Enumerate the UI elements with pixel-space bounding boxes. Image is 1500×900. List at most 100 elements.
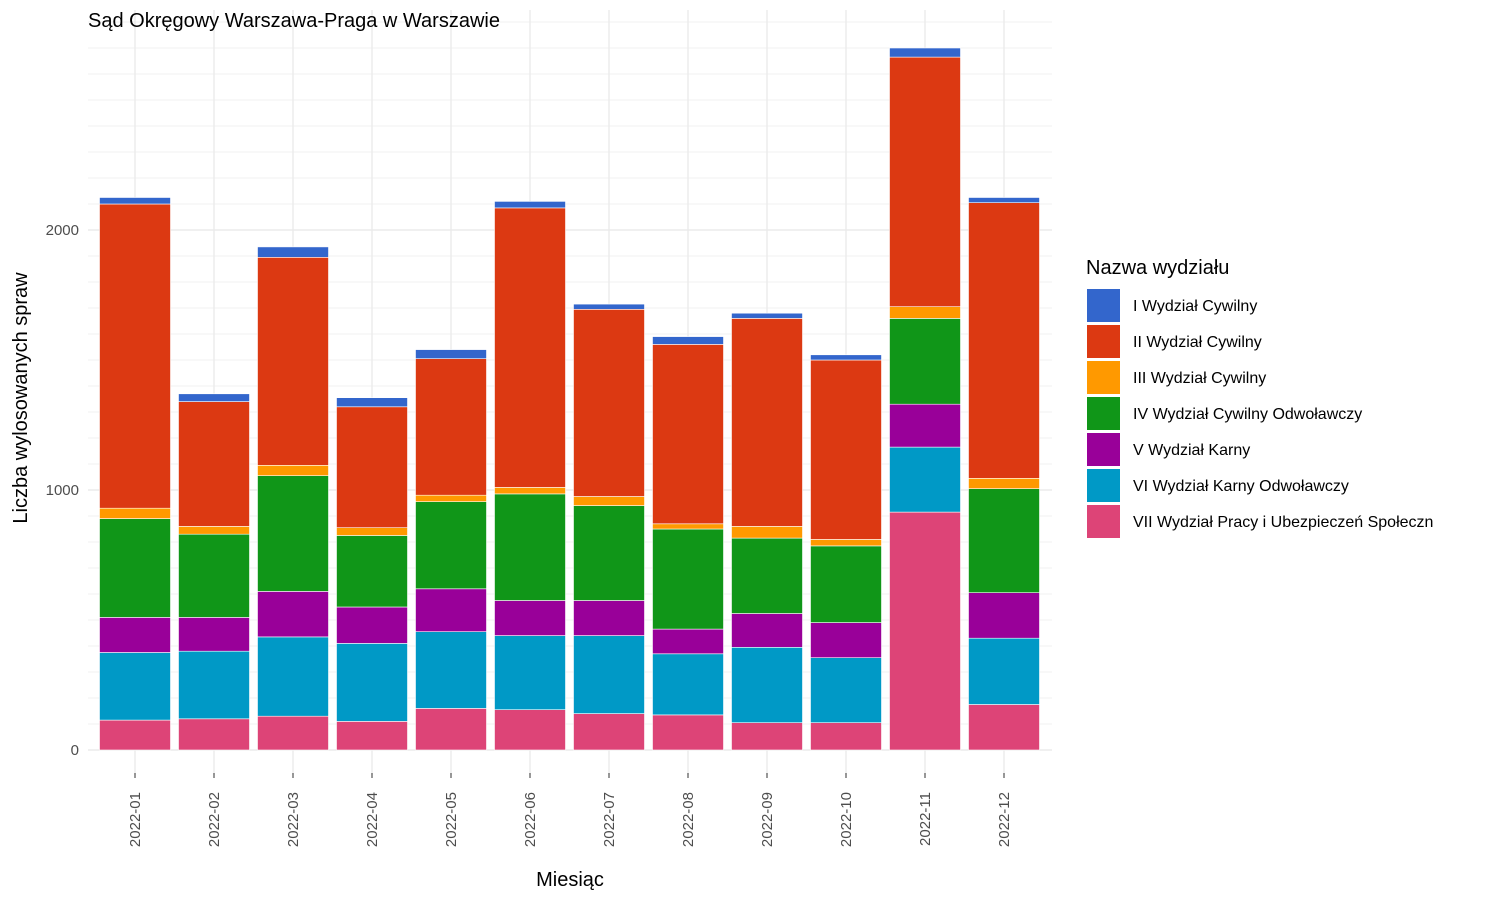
legend-swatch xyxy=(1087,325,1120,358)
bar-segment xyxy=(415,358,487,496)
bar-segment xyxy=(336,527,408,536)
bar-segment xyxy=(573,600,645,636)
x-tick-label: 2022-09 xyxy=(759,792,776,847)
bar-segment xyxy=(731,722,803,751)
y-tick-label: 2000 xyxy=(46,222,79,239)
bar-segment xyxy=(889,403,961,448)
bar-segment xyxy=(889,318,961,405)
bar-segment xyxy=(731,537,803,614)
x-tick-label: 2022-02 xyxy=(206,792,223,847)
chart-title: Sąd Okręgowy Warszawa-Praga w Warszawie xyxy=(88,10,500,32)
bar-segment xyxy=(257,256,329,466)
bar-segment xyxy=(889,47,961,58)
bar-segment xyxy=(652,528,724,630)
bar-segment xyxy=(257,464,329,476)
bar-segment xyxy=(494,635,566,710)
x-tick-label: 2022-12 xyxy=(996,792,1013,847)
x-tick-label: 2022-03 xyxy=(285,792,302,847)
legend-swatch xyxy=(1087,397,1120,430)
y-axis-title: Liczba wylosowanych spraw xyxy=(10,272,32,524)
bar-segment xyxy=(810,622,882,658)
bar-segment xyxy=(652,523,724,530)
bar-segment xyxy=(178,718,250,751)
bar-segment xyxy=(494,201,566,209)
bar-segment xyxy=(494,207,566,488)
bar-segment xyxy=(731,526,803,539)
x-tick-label: 2022-04 xyxy=(364,792,381,847)
bar-segment xyxy=(968,704,1040,751)
bar-segment xyxy=(968,592,1040,639)
bar-segment xyxy=(99,197,171,205)
bar-segment xyxy=(573,308,645,497)
bar-segment xyxy=(99,617,171,653)
bar-segment xyxy=(573,303,645,310)
bar-segment xyxy=(99,203,171,509)
bar-segment xyxy=(178,401,250,527)
bar-segment xyxy=(652,714,724,751)
bar-segment xyxy=(968,488,1040,594)
bar-segment xyxy=(573,635,645,714)
bar-segment xyxy=(810,545,882,623)
bar-segment xyxy=(889,446,961,513)
bar-segment xyxy=(257,636,329,717)
x-tick-label: 2022-06 xyxy=(522,792,539,847)
bar-segment xyxy=(573,713,645,751)
bar-segment xyxy=(178,617,250,652)
bar-segment xyxy=(415,494,487,503)
legend: Nazwa wydziału I Wydział Cywilny II Wydzi… xyxy=(1086,257,1433,538)
bar-segment xyxy=(494,493,566,601)
bar-segment xyxy=(810,359,882,540)
bar-segment xyxy=(731,318,803,527)
bar-segment xyxy=(178,393,250,402)
bar-segment xyxy=(573,496,645,506)
x-tick-label: 2022-01 xyxy=(127,792,144,847)
legend-label: IV Wydział Cywilny Odwoławczy xyxy=(1133,406,1362,423)
bar-segment xyxy=(415,631,487,709)
bar-segment xyxy=(415,349,487,360)
bar-segment xyxy=(99,518,171,618)
bar-segment xyxy=(336,406,408,528)
legend-swatch xyxy=(1087,433,1120,466)
bar-segment xyxy=(889,56,961,308)
bar-segment xyxy=(178,533,250,618)
bar-segment xyxy=(415,588,487,632)
legend-swatch xyxy=(1087,469,1120,502)
bar-segment xyxy=(257,246,329,258)
bar-segment xyxy=(652,336,724,345)
bar-segment xyxy=(494,709,566,751)
legend-swatch xyxy=(1087,361,1120,394)
bar-segment xyxy=(652,653,724,716)
y-tick-label: 1000 xyxy=(46,482,79,499)
bar-segment xyxy=(652,628,724,655)
bar-segment xyxy=(810,657,882,724)
bar-segment xyxy=(810,539,882,547)
y-tick-label: 0 xyxy=(71,742,79,759)
bar-segment xyxy=(178,526,250,535)
legend-swatch xyxy=(1087,289,1120,322)
x-tick-label: 2022-07 xyxy=(601,792,618,847)
x-axis-ticks: 2022-01 2022-02 2022-03 2022-04 2022-05 2022-… xyxy=(127,773,1013,847)
bar-segment xyxy=(336,721,408,751)
bar-segment xyxy=(336,397,408,408)
legend-label: V Wydział Karny xyxy=(1133,442,1250,459)
bars xyxy=(99,47,1040,751)
bar-segment xyxy=(968,477,1040,489)
bar-segment xyxy=(336,535,408,608)
legend-label: VI Wydział Karny Odwoławczy xyxy=(1133,478,1349,495)
bar-segment xyxy=(889,511,961,751)
bar-segment xyxy=(336,643,408,722)
bar-segment xyxy=(415,708,487,751)
legend-label: I Wydział Cywilny xyxy=(1133,298,1257,315)
bar-segment xyxy=(652,344,724,525)
bar-segment xyxy=(889,306,961,319)
bar-segment xyxy=(731,613,803,648)
x-axis-title: Miesiąc xyxy=(536,869,604,891)
x-tick-label: 2022-10 xyxy=(838,792,855,847)
x-tick-label: 2022-11 xyxy=(917,792,934,846)
x-tick-label: 2022-05 xyxy=(443,792,460,847)
legend-title: Nazwa wydziału xyxy=(1086,257,1229,279)
bar-segment xyxy=(968,637,1040,705)
bar-segment xyxy=(99,719,171,751)
legend-swatch xyxy=(1087,505,1120,538)
